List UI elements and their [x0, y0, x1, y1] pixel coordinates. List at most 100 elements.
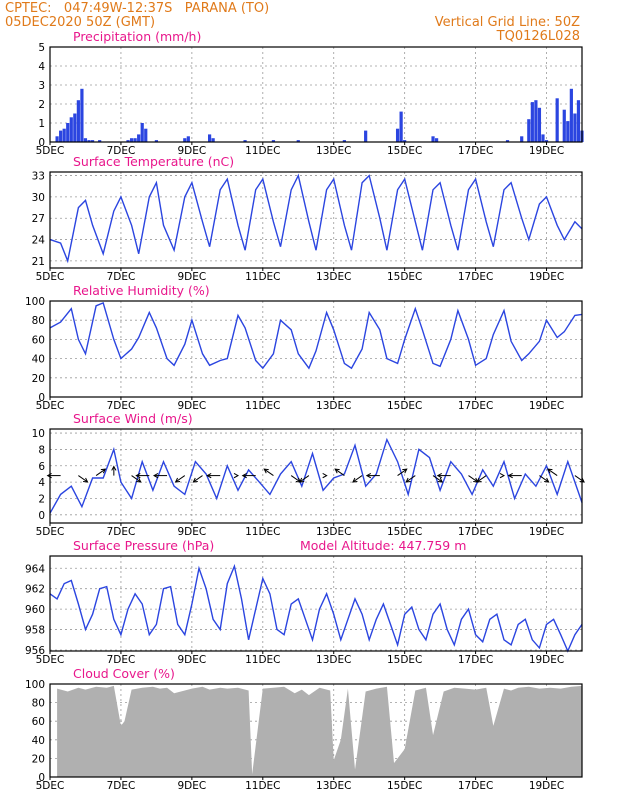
panel-title: Surface Temperature (nC) — [73, 154, 234, 169]
wind-line — [49, 437, 583, 514]
x-tick-label: 17DEC — [458, 145, 493, 157]
precip-bar — [434, 138, 439, 142]
rh-line — [49, 301, 583, 370]
wind-arrow — [365, 472, 380, 479]
precip-bar — [364, 130, 368, 142]
x-tick-label: 15DEC — [387, 780, 422, 792]
precip-bar — [80, 88, 84, 142]
x-tick-label: 7DEC — [107, 400, 136, 412]
x-tick-label: 15DEC — [387, 526, 422, 538]
y-tick-label: 2 — [38, 99, 45, 111]
x-tick-label: 11DEC — [245, 145, 280, 157]
precip-bar — [541, 134, 545, 142]
cloud-area — [57, 685, 583, 777]
x-tick-label: 19DEC — [529, 271, 564, 283]
precip-bar — [83, 138, 88, 142]
x-tick-label: 9DEC — [177, 145, 206, 157]
x-tick-label: 19DEC — [529, 400, 564, 412]
wind-arrow — [547, 468, 558, 477]
precip-bar — [537, 107, 542, 142]
precip-bar — [527, 119, 531, 142]
x-tick-label: 9DEC — [177, 271, 206, 283]
precip-bar — [186, 136, 190, 142]
y-tick-label: 964 — [25, 563, 45, 575]
panel-wind: 0 2 4 6 8 10 5DEC 7DEC 9DEC 11DEC 13DEC 15DEC 17DEC 1… — [32, 411, 585, 538]
x-tick-label: 17DEC — [458, 400, 493, 412]
precip-bar — [90, 140, 95, 142]
wind-arrow — [574, 475, 585, 483]
precip-bar — [211, 138, 215, 142]
wind-arrow — [135, 472, 150, 479]
y-tick-label: 100 — [25, 679, 45, 691]
x-tick-label: 19DEC — [529, 654, 564, 666]
wind-arrow — [432, 475, 444, 483]
panel-frame — [49, 555, 583, 652]
y-tick-label: 4 — [38, 477, 45, 489]
y-tick-label: 20 — [32, 753, 45, 765]
y-tick-label: 27 — [32, 213, 45, 225]
x-tick-label: 11DEC — [245, 654, 280, 666]
wind-arrow — [352, 475, 363, 483]
x-tick-label: 5DEC — [36, 145, 65, 157]
precip-bar — [342, 140, 346, 142]
x-tick-label: 19DEC — [529, 145, 564, 157]
x-tick-label: 9DEC — [177, 654, 206, 666]
precip-bar — [137, 134, 141, 142]
precip-bar — [129, 138, 134, 142]
wind-arrow — [539, 475, 550, 483]
y-tick-label: 60 — [32, 716, 45, 728]
panel-annotation: Model Altitude: 447.759 m — [300, 538, 466, 553]
precip-bar — [208, 134, 212, 142]
y-tick-label: 0 — [38, 392, 45, 404]
y-tick-label: 10 — [32, 428, 45, 440]
x-tick-label: 7DEC — [107, 780, 136, 792]
y-tick-label: 1 — [38, 118, 45, 130]
psfc-line — [49, 563, 583, 653]
precip-bar — [431, 136, 435, 142]
wind-arrow — [78, 475, 89, 483]
wind-arrow — [334, 468, 345, 477]
y-tick-label: 40 — [32, 735, 45, 747]
x-tick-label: 17DEC — [458, 526, 493, 538]
precip-bar — [126, 140, 130, 142]
header-line-1: CPTEC: 047:49W-12:37S PARANA (TO) — [5, 1, 270, 16]
x-tick-label: 19DEC — [529, 526, 564, 538]
panel-frame — [49, 46, 583, 143]
y-tick-label: 5 — [38, 42, 45, 54]
precip-bar — [576, 100, 581, 142]
precip-bar — [530, 102, 534, 142]
panel-title: Precipitation (mm/h) — [73, 29, 201, 44]
x-tick-label: 9DEC — [177, 780, 206, 792]
y-tick-label: 20 — [32, 373, 45, 385]
precip-bar — [566, 121, 570, 142]
y-tick-label: 0 — [38, 137, 45, 149]
wind-arrow — [111, 465, 117, 476]
precip-bar — [243, 140, 247, 142]
wind-arrow — [436, 472, 451, 479]
y-tick-label: 960 — [25, 604, 45, 616]
x-tick-label: 11DEC — [245, 780, 280, 792]
wind-arrow — [174, 475, 186, 483]
wind-arrow — [263, 468, 274, 477]
precip-bar — [55, 136, 59, 142]
precip-bar — [183, 138, 187, 142]
precip-bar — [66, 123, 70, 142]
precip-bar — [544, 140, 549, 142]
y-tick-label: 0 — [38, 772, 45, 784]
precip-bar — [69, 117, 73, 142]
wind-arrow — [233, 472, 240, 479]
x-tick-label: 7DEC — [107, 654, 136, 666]
precip-bar — [505, 140, 510, 142]
y-tick-label: 80 — [32, 698, 45, 710]
wind-arrow — [298, 475, 310, 483]
precip-bar — [296, 140, 300, 142]
panel-frame — [49, 171, 583, 269]
y-tick-label: 30 — [32, 192, 45, 204]
panel-frame — [49, 683, 583, 778]
x-tick-label: 5DEC — [36, 526, 65, 538]
x-tick-label: 13DEC — [316, 271, 351, 283]
panel-temp: 21 24 27 30 33 5DEC 7DEC 9DEC 11DEC 13DEC 15DEC 17D… — [32, 154, 583, 283]
y-tick-label: 21 — [32, 256, 45, 268]
y-tick-label: 3 — [38, 80, 45, 92]
